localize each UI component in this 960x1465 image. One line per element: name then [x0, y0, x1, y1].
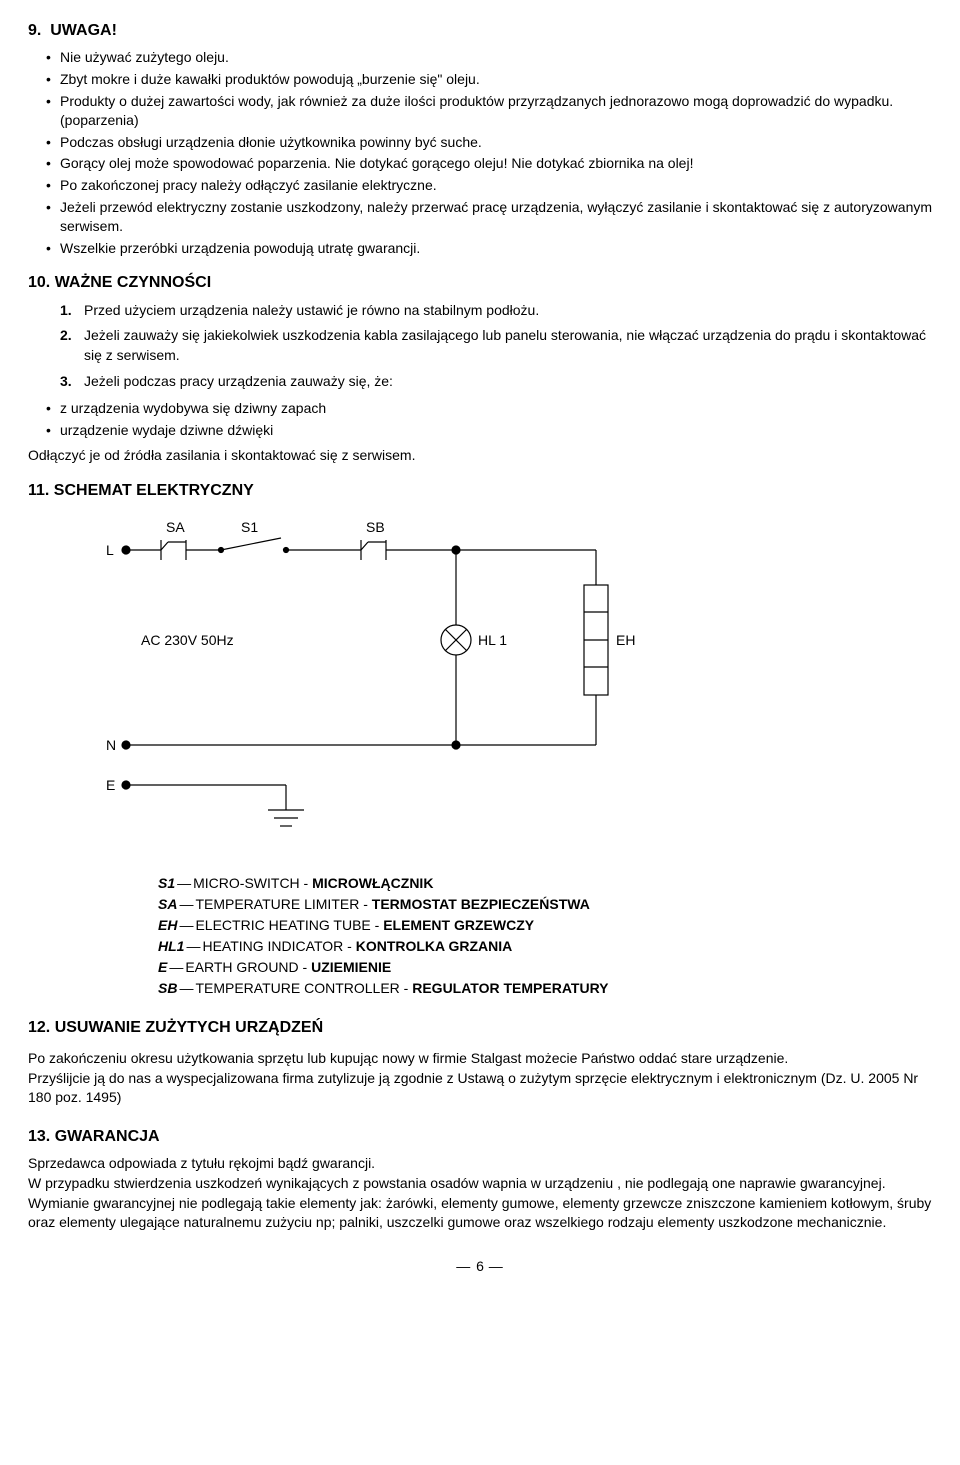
bullet-item: Nie używać zużytego oleju.: [46, 48, 932, 68]
bullet-item: Po zakończonej pracy należy odłączyć zas…: [46, 176, 932, 196]
legend-key: EH: [158, 917, 177, 933]
label-SB: SB: [366, 519, 385, 535]
section11-heading: 11. SCHEMAT ELEKTRYCZNY: [28, 480, 932, 502]
legend-row: S1—MICRO-SWITCH - MICROWŁĄCZNIK: [158, 873, 932, 894]
page-footer: — 6 —: [28, 1257, 932, 1277]
bullet-item: Zbyt mokre i duże kawałki produktów powo…: [46, 70, 932, 90]
legend-pl: MICROWŁĄCZNIK: [312, 875, 433, 891]
legend-row: SB—TEMPERATURE CONTROLLER - REGULATOR TE…: [158, 978, 932, 999]
label-S1: S1: [241, 519, 258, 535]
section13-heading: 13. GWARANCJA: [28, 1126, 932, 1148]
bullet-item: Podczas obsługi urządzenia dłonie użytko…: [46, 133, 932, 153]
section9-list: Nie używać zużytego oleju. Zbyt mokre i …: [46, 48, 932, 258]
legend-en: TEMPERATURE LIMITER: [195, 896, 359, 912]
page-number: 6: [476, 1258, 484, 1274]
legend-row: HL1—HEATING INDICATOR - KONTROLKA GRZANI…: [158, 936, 932, 957]
numbered-item: 1. Przed użyciem urządzenia należy ustawi…: [60, 301, 932, 321]
legend-row: SA—TEMPERATURE LIMITER - TERMOSTAT BEZPI…: [158, 894, 932, 915]
legend-en: MICRO-SWITCH: [193, 875, 300, 891]
item-number: 1.: [60, 301, 72, 321]
section10-heading: 10. WAŻNE CZYNNOŚCI: [28, 272, 932, 294]
bullet-item: Gorący olej może spowodować poparzenia. …: [46, 154, 932, 174]
item-number: 2.: [60, 326, 72, 346]
label-HL1: HL 1: [478, 632, 507, 648]
legend-key: HL1: [158, 938, 184, 954]
legend-pl: KONTROLKA GRZANIA: [356, 938, 513, 954]
legend-pl: REGULATOR TEMPERATURY: [412, 980, 608, 996]
schematic-legend: S1—MICRO-SWITCH - MICROWŁĄCZNIK SA—TEMPE…: [158, 873, 932, 999]
numbered-item: 2. Jeżeli zauważy się jakiekolwiek uszkod…: [60, 326, 932, 365]
legend-pl: ELEMENT GRZEWCZY: [383, 917, 534, 933]
legend-row: E—EARTH GROUND - UZIEMIENIE: [158, 957, 932, 978]
bullet-item: Jeżeli przewód elektryczny zostanie uszk…: [46, 198, 932, 237]
legend-key: SA: [158, 896, 177, 912]
section12-heading: 12. USUWANIE ZUŻYTYCH URZĄDZEŃ: [28, 1017, 932, 1039]
section12-p2: Przyślijcie ją do nas a wyspecjalizowana…: [28, 1069, 932, 1108]
legend-key: SB: [158, 980, 177, 996]
bullet-item: Wszelkie przeróbki urządzenia powodują u…: [46, 239, 932, 259]
label-AC: AC 230V 50Hz: [141, 632, 234, 648]
section10-followup: Odłączyć je od źródła zasilania i skonta…: [28, 446, 932, 466]
legend-key: E: [158, 959, 167, 975]
numbered-item: 3. Jeżeli podczas pracy urządzenia zauważ…: [60, 372, 932, 392]
legend-en: HEATING INDICATOR: [202, 938, 343, 954]
item-text: Jeżeli podczas pracy urządzenia zauważy …: [84, 373, 393, 389]
schematic-diagram: L SA S1 SB: [56, 510, 932, 861]
legend-key: S1: [158, 875, 175, 891]
label-EH: EH: [616, 632, 635, 648]
section13-p3: Wymianie gwarancyjnej nie podlegają taki…: [28, 1194, 932, 1233]
section9-heading: 9. UWAGA!: [28, 20, 932, 42]
legend-pl: UZIEMIENIE: [311, 959, 391, 975]
item-text: Jeżeli zauważy się jakiekolwiek uszkodze…: [84, 327, 926, 363]
bullet-item: Produkty o dużej zawartości wody, jak ró…: [46, 92, 932, 131]
bullet-item: z urządzenia wydobywa się dziwny zapach: [46, 399, 932, 419]
label-SA: SA: [166, 519, 185, 535]
legend-row: EH—ELECTRIC HEATING TUBE - ELEMENT GRZEW…: [158, 915, 932, 936]
section10-subbullets: z urządzenia wydobywa się dziwny zapach …: [46, 399, 932, 440]
section13-p1: Sprzedawca odpowiada z tytułu rękojmi bą…: [28, 1154, 932, 1174]
section13-body: Sprzedawca odpowiada z tytułu rękojmi bą…: [28, 1154, 932, 1232]
section12-p1: Po zakończeniu okresu użytkowania sprzęt…: [28, 1049, 932, 1069]
legend-en: TEMPERATURE CONTROLLER: [195, 980, 399, 996]
label-L: L: [106, 542, 114, 558]
section13-p2: W przypadku stwierdzenia uszkodzeń wynik…: [28, 1174, 932, 1194]
legend-en: ELECTRIC HEATING TUBE: [195, 917, 370, 933]
item-number: 3.: [60, 372, 72, 392]
item-text: Przed użyciem urządzenia należy ustawić …: [84, 302, 539, 318]
legend-pl: TERMOSTAT BEZPIECZEŃSTWA: [372, 896, 590, 912]
label-E: E: [106, 777, 115, 793]
section10-list: 1. Przed użyciem urządzenia należy ustawi…: [60, 301, 932, 391]
label-N: N: [106, 737, 116, 753]
legend-en: EARTH GROUND: [185, 959, 298, 975]
bullet-item: urządzenie wydaje dziwne dźwięki: [46, 421, 932, 441]
